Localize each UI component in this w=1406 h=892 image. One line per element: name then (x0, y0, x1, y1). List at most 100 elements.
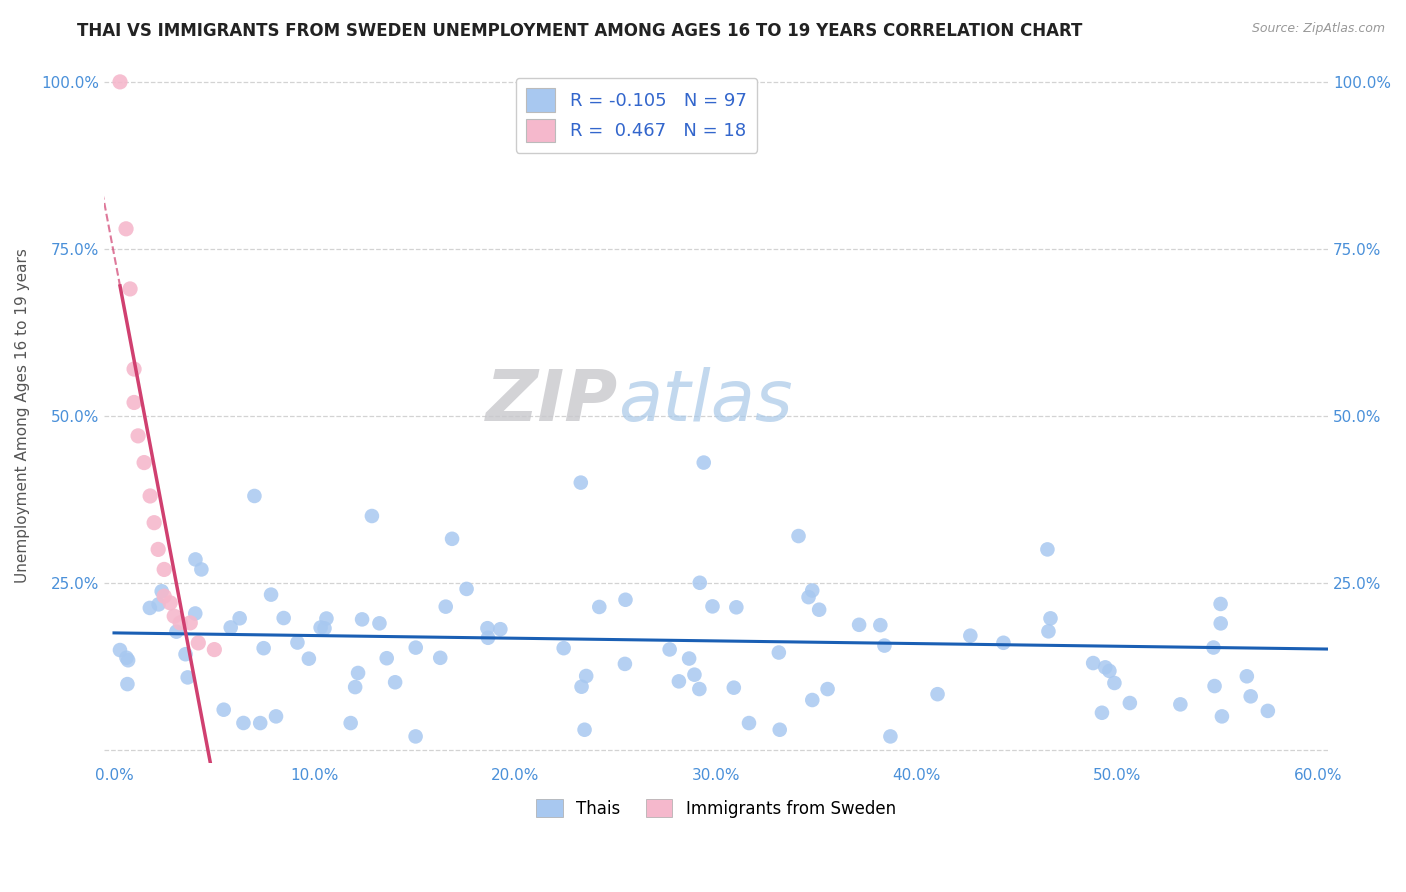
Point (153, 589, 176, 603)
Point (613, 657, 636, 671)
Point (184, 552, 207, 566)
Point (787, 529, 810, 543)
Point (575, 669, 598, 683)
Point (232, 716, 254, 731)
Point (588, 599, 610, 614)
Point (108, 643, 131, 657)
Point (477, 621, 499, 635)
Point (384, 675, 406, 690)
Point (668, 674, 690, 689)
Point (797, 590, 820, 604)
Legend: Thais, Immigrants from Sweden: Thais, Immigrants from Sweden (530, 793, 903, 824)
Point (993, 636, 1015, 650)
Point (817, 681, 839, 696)
Point (683, 667, 706, 681)
Point (260, 588, 283, 602)
Point (553, 641, 575, 656)
Text: Source: ZipAtlas.com: Source: ZipAtlas.com (1251, 22, 1385, 36)
Point (848, 617, 870, 632)
Point (176, 670, 198, 684)
Point (574, 723, 596, 737)
Point (120, 282, 142, 296)
Point (1240, 690, 1263, 704)
Point (309, 620, 332, 634)
Point (434, 599, 457, 614)
Point (693, 456, 716, 470)
Point (1039, 611, 1062, 625)
Point (139, 489, 162, 503)
Point (169, 615, 191, 630)
Point (769, 723, 792, 737)
Point (122, 362, 145, 376)
Y-axis label: Unemployment Among Ages 16 to 19 years: Unemployment Among Ages 16 to 19 years (15, 248, 30, 583)
Point (132, 456, 155, 470)
Point (801, 583, 824, 598)
Point (489, 622, 512, 636)
Point (1081, 656, 1104, 670)
Point (441, 532, 464, 546)
Point (347, 665, 370, 680)
Point (165, 624, 187, 639)
Point (179, 615, 201, 630)
Point (253, 641, 276, 656)
Point (352, 612, 374, 626)
Point (1236, 669, 1258, 683)
Point (243, 489, 266, 503)
Point (1257, 704, 1279, 718)
Point (219, 620, 242, 634)
Point (688, 681, 710, 696)
Point (405, 730, 427, 744)
Point (873, 639, 896, 653)
Point (368, 616, 391, 631)
Point (768, 646, 790, 660)
Point (150, 584, 173, 599)
Point (115, 650, 138, 665)
Text: ZIP: ZIP (486, 368, 619, 436)
Point (122, 395, 145, 409)
Point (163, 609, 186, 624)
Point (1119, 696, 1142, 710)
Point (614, 592, 637, 607)
Point (249, 716, 271, 731)
Point (1104, 676, 1126, 690)
Point (273, 611, 295, 625)
Point (361, 508, 384, 523)
Text: atlas: atlas (619, 368, 793, 436)
Point (569, 475, 592, 490)
Point (927, 687, 949, 701)
Point (1209, 616, 1232, 631)
Point (429, 650, 451, 665)
Point (702, 599, 724, 614)
Point (344, 680, 367, 694)
Point (1098, 664, 1121, 678)
Point (315, 611, 337, 625)
Point (1202, 640, 1225, 655)
Point (959, 629, 981, 643)
Point (375, 651, 398, 665)
Point (723, 681, 745, 695)
Point (1204, 679, 1226, 693)
Point (405, 640, 427, 655)
Point (287, 635, 309, 649)
Point (1209, 597, 1232, 611)
Point (571, 680, 593, 694)
Point (879, 730, 901, 744)
Point (148, 598, 170, 612)
Point (314, 621, 336, 635)
Point (689, 575, 711, 590)
Point (869, 618, 891, 632)
Point (298, 651, 321, 665)
Point (801, 693, 824, 707)
Point (212, 703, 235, 717)
Point (658, 642, 681, 657)
Point (1211, 709, 1233, 723)
Point (1038, 624, 1060, 639)
Point (143, 516, 166, 530)
Point (725, 600, 748, 615)
Point (190, 562, 212, 576)
Point (808, 603, 831, 617)
Point (153, 562, 176, 576)
Point (139, 601, 162, 615)
Point (117, 677, 139, 691)
Point (108, 75, 131, 89)
